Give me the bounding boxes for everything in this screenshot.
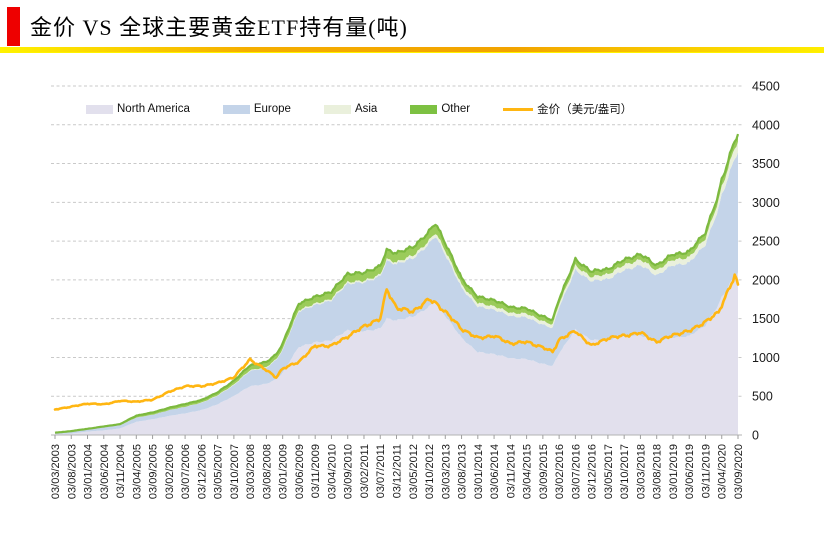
x-axis-label: 03/10/2007 xyxy=(229,444,241,499)
y-axis-label: 3000 xyxy=(752,196,780,210)
y-axis-label: 4000 xyxy=(752,118,780,132)
x-axis-label: 03/03/2003 xyxy=(50,444,62,499)
y-axis-label: 4500 xyxy=(752,80,780,94)
x-axis-label: 03/04/2005 xyxy=(131,444,143,499)
x-axis-label: 03/11/2019 xyxy=(700,444,712,498)
gold-price-line xyxy=(53,273,740,411)
x-axis-label: 03/08/2018 xyxy=(652,444,664,499)
y-axis-label: 3500 xyxy=(752,157,780,171)
x-axis-label: 03/06/2019 xyxy=(684,444,696,499)
legend-label: 金价（美元/盎司） xyxy=(537,104,633,116)
total-holdings-top-line xyxy=(54,133,740,434)
x-axis-label: 03/12/2011 xyxy=(392,444,404,498)
legend-item--: 金价（美元/盎司） xyxy=(503,101,632,117)
x-axis-label: 03/03/2013 xyxy=(440,444,452,499)
x-axis-label: 03/02/2006 xyxy=(164,444,176,499)
x-axis-label: 03/08/2008 xyxy=(261,444,273,499)
x-axis-label: 03/10/2017 xyxy=(619,444,631,499)
legend-area-swatch xyxy=(323,104,351,114)
x-axis-label: 03/08/2013 xyxy=(457,444,469,499)
y-axis-label: 2000 xyxy=(752,273,780,287)
x-axis-label: 03/01/2014 xyxy=(473,444,485,499)
y-axis-label: 1000 xyxy=(752,351,780,365)
legend-label: Europe xyxy=(253,103,291,115)
x-axis-label: 03/11/2004 xyxy=(115,444,127,498)
y-axis-label: 2500 xyxy=(752,235,780,249)
x-axis-label: 03/03/2018 xyxy=(635,444,647,499)
area-band-north-america xyxy=(55,272,738,435)
title-divider xyxy=(0,47,824,53)
x-axis-label: 03/08/2003 xyxy=(66,444,78,499)
area-band-europe xyxy=(55,152,738,435)
legend-item-other: Other xyxy=(410,103,470,115)
x-axis-label: 03/04/2020 xyxy=(717,444,729,499)
x-axis-label: 03/07/2006 xyxy=(180,444,192,499)
x-axis-label: 03/03/2008 xyxy=(245,444,257,499)
legend-area-swatch xyxy=(86,104,113,114)
x-axis-label: 03/05/2012 xyxy=(408,444,420,499)
x-axis-label: 03/09/2020 xyxy=(733,444,745,499)
legend-item-asia: Asia xyxy=(323,103,378,115)
x-axis-label: 03/02/2011 xyxy=(359,444,371,498)
x-axis-label: 03/01/2019 xyxy=(668,444,680,499)
legend-area-swatch xyxy=(222,104,250,114)
x-axis-label: 03/06/2009 xyxy=(294,444,306,499)
legend-label: North America xyxy=(117,103,190,115)
x-axis-label: 03/04/2015 xyxy=(522,444,534,499)
x-axis-label: 03/12/2016 xyxy=(587,444,599,499)
x-axis-label: 03/07/2011 xyxy=(375,444,387,498)
page-title: 金价 VS 全球主要黄金ETF持有量(吨) xyxy=(30,15,408,40)
legend-area-swatch xyxy=(410,104,438,114)
x-axis-label: 03/09/2010 xyxy=(343,444,355,499)
x-axis-label: 03/01/2009 xyxy=(278,444,290,499)
x-axis-label: 03/05/2017 xyxy=(603,444,615,499)
x-axis-label: 03/05/2007 xyxy=(213,444,225,499)
x-axis-label: 03/10/2012 xyxy=(424,444,436,499)
legend-label: Asia xyxy=(354,103,378,115)
legend-line-swatch xyxy=(503,107,534,111)
title-accent-block xyxy=(7,7,20,46)
y-axis-label: 0 xyxy=(752,429,759,443)
x-axis-label: 03/09/2015 xyxy=(538,444,550,499)
chart-legend: North America Europe Asia Other 金价（美元/盎司） xyxy=(86,101,632,117)
x-axis-label: 03/11/2009 xyxy=(310,444,322,498)
legend-item-europe: Europe xyxy=(222,103,291,115)
x-axis-label: 03/06/2014 xyxy=(489,444,501,499)
x-axis-label: 03/07/2016 xyxy=(570,444,582,499)
y-axis-label: 1500 xyxy=(752,312,780,326)
gold-etf-chart: 0 500 1000 1500 2000 2500 3000 3500 4000 4500 03/0… xyxy=(0,60,824,543)
x-axis-label: 03/12/2006 xyxy=(196,444,208,499)
x-axis-label: 03/09/2005 xyxy=(148,444,160,499)
x-axis-label: 03/11/2014 xyxy=(505,444,517,498)
report-header: 金价 VS 全球主要黄金ETF持有量(吨) xyxy=(0,0,824,54)
chart-svg: 0 500 1000 1500 2000 2500 3000 3500 4000 4500 03/0… xyxy=(50,80,780,500)
x-axis-label: 03/01/2004 xyxy=(83,444,95,499)
legend-item-north-america: North America xyxy=(86,103,190,115)
x-axis-label: 03/04/2010 xyxy=(326,444,338,499)
legend-label: Other xyxy=(441,103,471,115)
x-axis-label: 03/06/2004 xyxy=(99,444,111,499)
y-axis-label: 500 xyxy=(752,390,773,404)
x-axis-label: 03/02/2016 xyxy=(554,444,566,499)
